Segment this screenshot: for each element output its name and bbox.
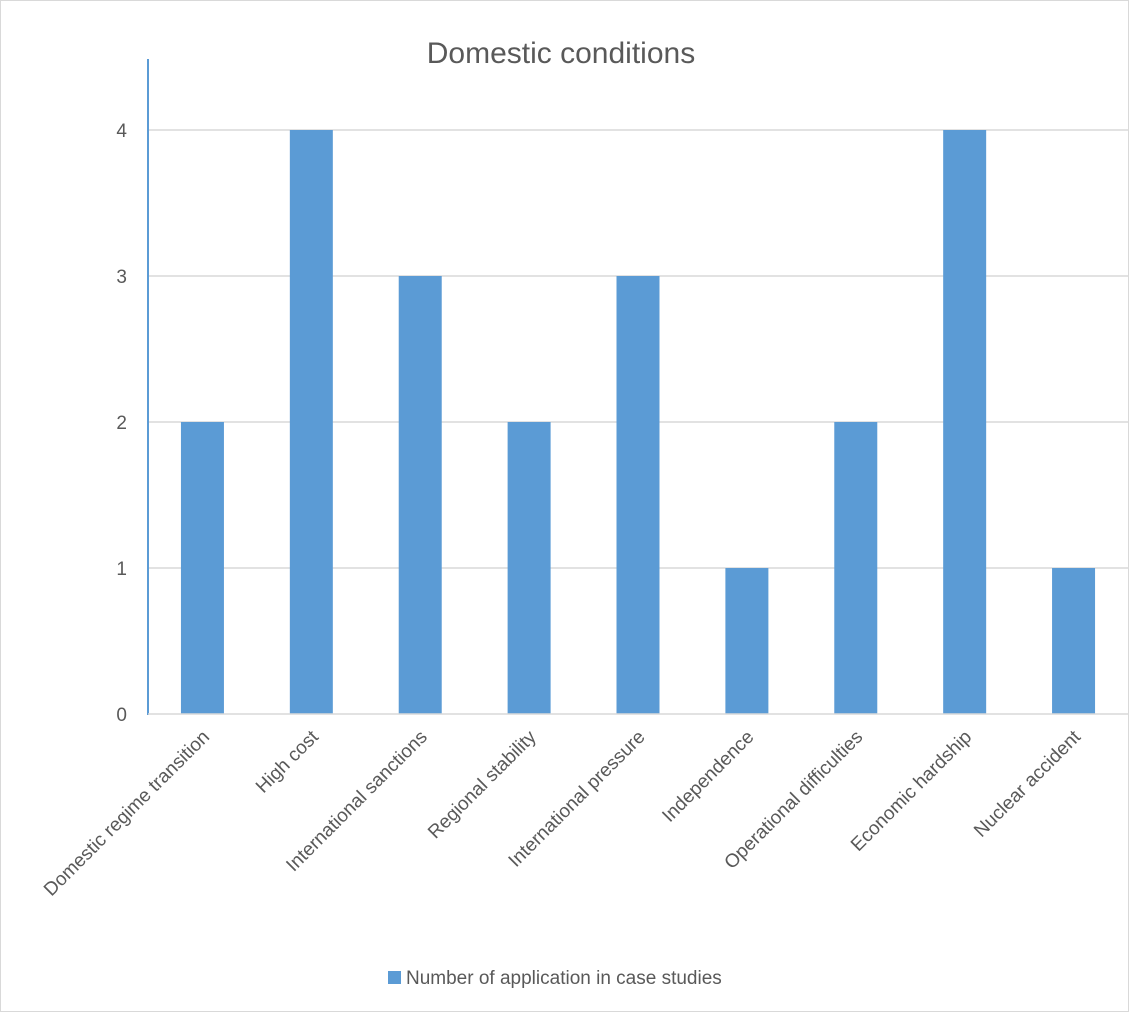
bars (180, 130, 1096, 714)
bar (398, 276, 442, 714)
y-tick-label: 1 (116, 559, 127, 580)
category-label: Nuclear accident (970, 726, 1085, 841)
y-tick-label: 0 (116, 705, 127, 726)
category-label: Domestic regime transition (40, 727, 214, 901)
category-label: Independence (658, 727, 758, 827)
y-tick-label: 2 (116, 413, 127, 434)
category-label: High cost (252, 726, 323, 797)
y-tick-label: 4 (116, 121, 127, 142)
bar (943, 130, 987, 714)
legend: Number of application in case studies (388, 968, 722, 989)
y-tick-labels: 0 1 2 3 4 (116, 121, 127, 726)
category-labels: Domestic regime transition High costInter… (40, 726, 1086, 900)
bar (507, 422, 551, 714)
bar (289, 130, 333, 714)
category-label: Economic hardship (847, 727, 976, 856)
bar (180, 422, 224, 714)
legend-label: Number of application in case studies (406, 968, 722, 989)
legend-swatch (388, 971, 401, 984)
chart-title: Domestic conditions (427, 37, 695, 70)
bar (1052, 568, 1096, 714)
bar (725, 568, 769, 714)
bar (834, 422, 878, 714)
y-tick-label: 3 (116, 267, 127, 288)
category-label: Regional stability (424, 726, 541, 843)
bar (616, 276, 660, 714)
